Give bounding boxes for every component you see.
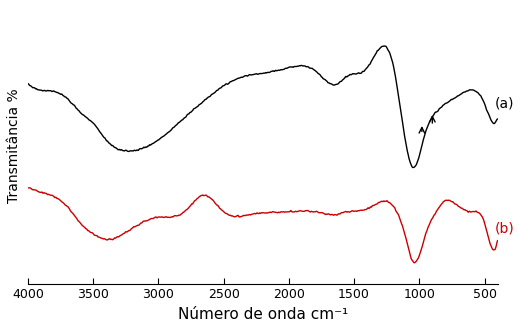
Text: (a): (a): [495, 97, 515, 111]
Y-axis label: Transmitância %: Transmitância %: [7, 88, 21, 203]
Text: (b): (b): [495, 221, 515, 235]
X-axis label: Número de onda cm⁻¹: Número de onda cm⁻¹: [177, 307, 348, 322]
